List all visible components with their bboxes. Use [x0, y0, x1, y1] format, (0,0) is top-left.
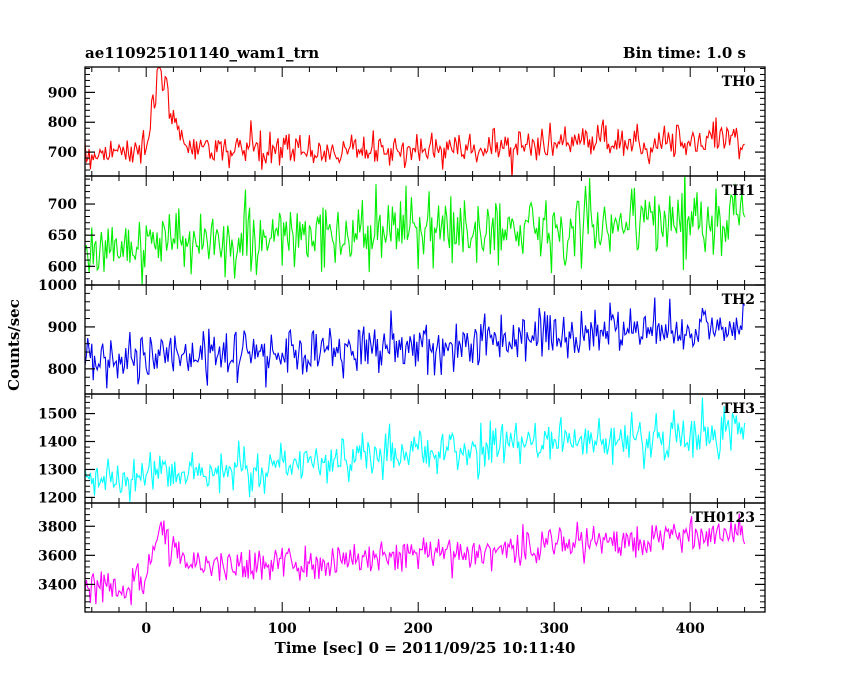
panel-frame-TH0 — [84, 66, 766, 177]
panel-label-TH2: TH2 — [722, 292, 755, 308]
y-tick-label: 900 — [48, 85, 77, 101]
x-tick-label: 200 — [404, 621, 433, 637]
y-tick-label: 3600 — [38, 548, 77, 564]
panel-label-TH1: TH1 — [722, 183, 755, 199]
series-line-TH0 — [85, 67, 745, 176]
y-axis-label: Counts/sec — [5, 299, 23, 391]
panel-frame-TH2 — [84, 284, 766, 395]
y-tick-label: 1000 — [38, 278, 77, 294]
y-tick-label: 3400 — [38, 577, 77, 593]
y-tick-label: 900 — [48, 320, 77, 336]
series-line-TH1 — [85, 176, 746, 285]
y-tick-label: 800 — [48, 362, 77, 378]
series-line-TH0123 — [85, 513, 746, 606]
x-tick-label: 400 — [676, 621, 705, 637]
y-tick-label: 1200 — [38, 490, 77, 506]
y-tick-label: 700 — [48, 197, 77, 213]
panel-frame-TH0123 — [84, 502, 766, 613]
y-tick-label: 1400 — [38, 435, 77, 451]
x-axis-label: Time [sec] 0 = 2011/09/25 10:11:40 — [274, 639, 576, 657]
panel-label-TH0: TH0 — [722, 74, 756, 90]
x-tick-label: 0 — [141, 621, 151, 637]
panel-label-TH0123: TH0123 — [692, 510, 755, 526]
y-tick-label: 650 — [48, 228, 77, 244]
x-tick-label: 300 — [540, 621, 569, 637]
y-tick-label: 600 — [48, 259, 77, 275]
series-line-TH3 — [85, 397, 746, 502]
y-tick-label: 800 — [48, 115, 77, 131]
x-tick-label: 100 — [268, 621, 297, 637]
y-tick-label: 3800 — [38, 519, 77, 535]
y-tick-label: 700 — [48, 145, 77, 161]
y-tick-label: 1300 — [38, 462, 77, 478]
series-line-TH2 — [85, 297, 746, 389]
y-tick-label: 1500 — [38, 407, 77, 423]
plot-title: ae110925101140_wam1_trn — [85, 44, 320, 62]
panel-label-TH3: TH3 — [722, 401, 755, 417]
bin-time-label: Bin time: 1.0 s — [622, 44, 746, 62]
